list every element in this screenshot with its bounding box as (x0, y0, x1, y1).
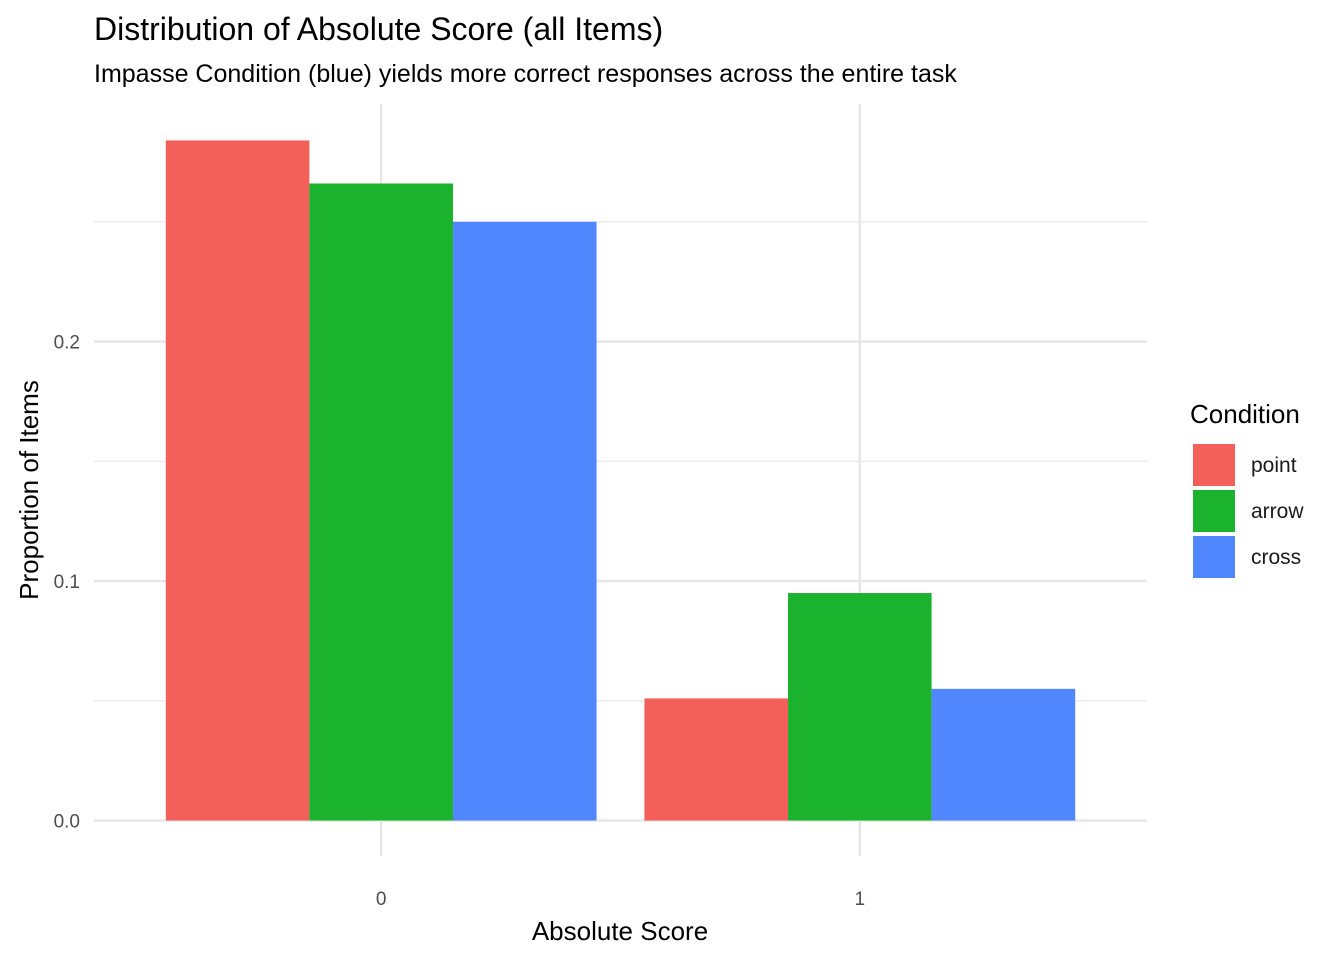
x-axis-title: Absolute Score (532, 916, 708, 946)
legend: Condition point arrow cross (1190, 399, 1304, 578)
bar-point-0 (165, 140, 310, 821)
bars (165, 140, 1076, 821)
bar-arrow-1 (788, 593, 932, 821)
y-axis-title: Proportion of Items (14, 380, 44, 600)
legend-label-cross: cross (1251, 546, 1301, 569)
chart-title: Distribution of Absolute Score (all Item… (94, 11, 663, 47)
legend-label-point: point (1251, 454, 1297, 477)
chart-subtitle: Impasse Condition (blue) yields more cor… (94, 60, 957, 88)
legend-key-point (1193, 444, 1235, 486)
legend-title: Condition (1190, 399, 1300, 429)
x-tick-label: 1 (855, 889, 866, 910)
bar-cross-0 (452, 221, 597, 821)
legend-label-arrow: arrow (1251, 500, 1304, 523)
bar-point-1 (644, 698, 789, 821)
bar-cross-1 (931, 688, 1076, 821)
y-tick-label: 0.2 (54, 333, 80, 354)
legend-key-arrow (1193, 490, 1235, 532)
legend-key-cross (1193, 536, 1235, 578)
legend-items: point arrow cross (1193, 444, 1304, 578)
y-tick-label: 0.1 (54, 572, 80, 593)
y-tick-label: 0.0 (54, 812, 80, 833)
y-axis-ticks: 0.0 0.1 0.2 (54, 333, 80, 833)
bar-arrow-0 (309, 183, 453, 821)
x-tick-label: 0 (376, 889, 387, 910)
